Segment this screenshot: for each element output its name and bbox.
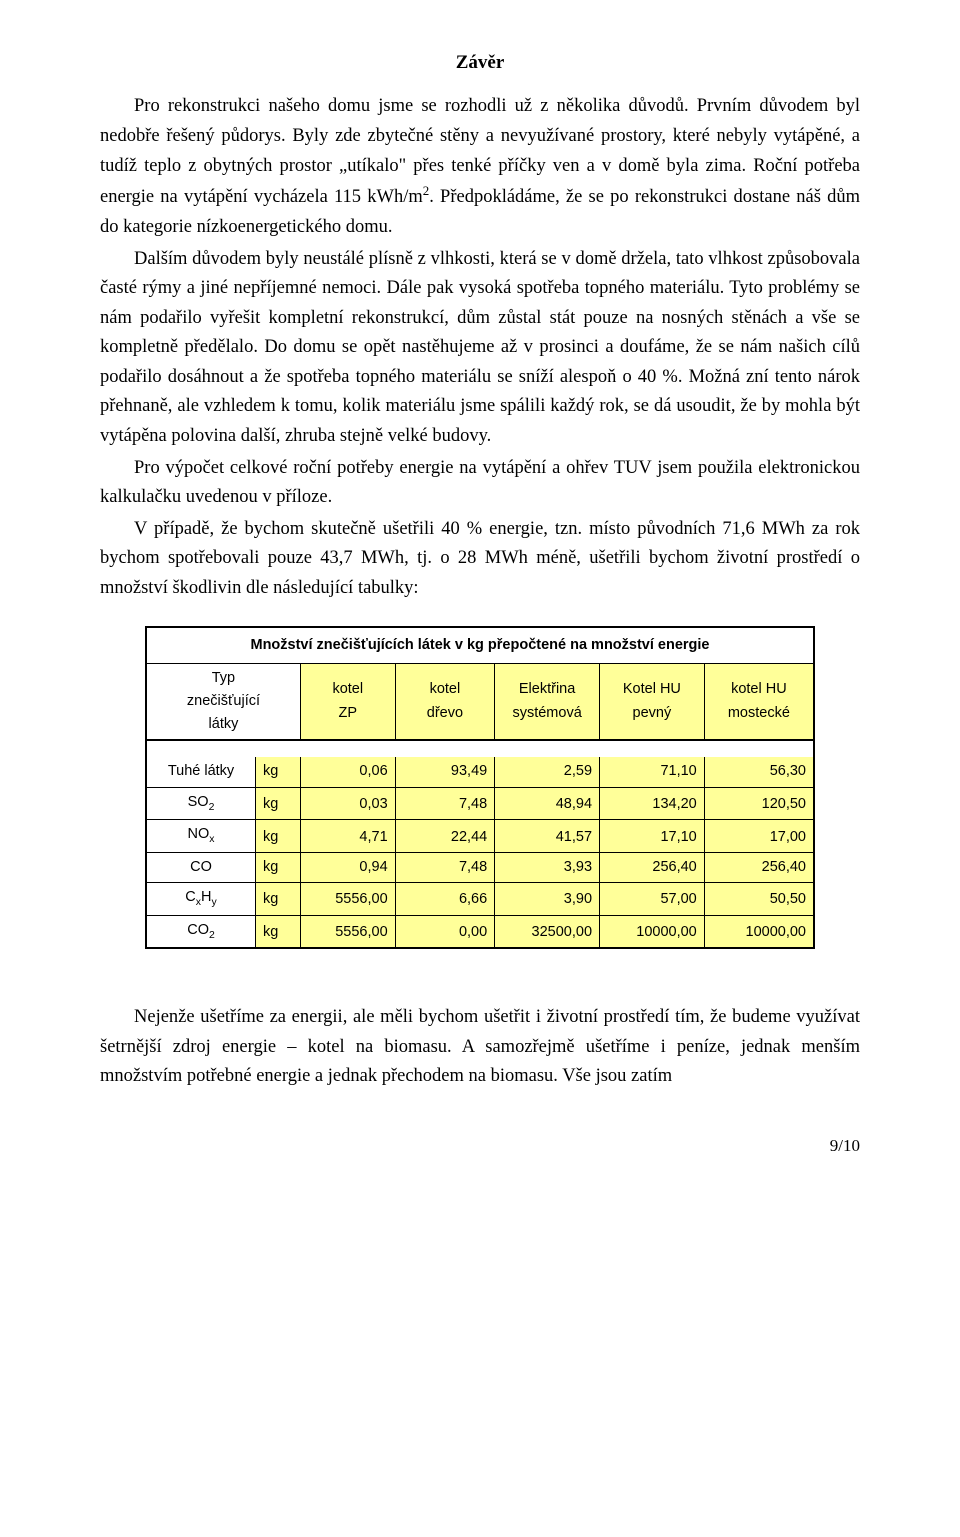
cell: 134,20 (600, 787, 705, 820)
cell: 3,93 (495, 852, 600, 882)
cell: 22,44 (395, 820, 495, 853)
cell: 0,06 (300, 757, 395, 787)
paragraph-2: Dalším důvodem byly neustálé plísně z vl… (100, 245, 860, 452)
row-label: NOx (146, 820, 256, 853)
cell: 0,94 (300, 852, 395, 882)
paragraph-5: Nejenže ušetříme za energii, ale měli by… (100, 1003, 860, 1092)
cell: 7,48 (395, 787, 495, 820)
cell: 57,00 (600, 882, 705, 915)
cell: 0,00 (395, 915, 495, 948)
cell: 120,50 (704, 787, 814, 820)
cell: 17,00 (704, 820, 814, 853)
cell: 256,40 (704, 852, 814, 882)
row-unit: kg (256, 757, 301, 787)
row-unit: kg (256, 852, 301, 882)
cell: 4,71 (300, 820, 395, 853)
row-unit: kg (256, 882, 301, 915)
table-header-col-1: koteldřevo (395, 663, 495, 740)
row-unit: kg (256, 915, 301, 948)
cell: 32500,00 (495, 915, 600, 948)
cell: 2,59 (495, 757, 600, 787)
cell: 7,48 (395, 852, 495, 882)
paragraph-3: Pro výpočet celkové roční potřeby energi… (100, 454, 860, 513)
row-label: CO (146, 852, 256, 882)
page-number: 9/10 (100, 1132, 860, 1159)
cell: 17,10 (600, 820, 705, 853)
row-label: SO2 (146, 787, 256, 820)
cell: 48,94 (495, 787, 600, 820)
cell: 93,49 (395, 757, 495, 787)
emissions-table-container: Množství znečišťujících látek v kg přepo… (145, 626, 815, 949)
cell: 3,90 (495, 882, 600, 915)
row-label: CxHy (146, 882, 256, 915)
cell: 71,10 (600, 757, 705, 787)
paragraph-4: V případě, že bychom skutečně ušetřili 4… (100, 515, 860, 604)
cell: 56,30 (704, 757, 814, 787)
cell: 41,57 (495, 820, 600, 853)
table-header-type: Typznečišťujícílátky (146, 663, 300, 740)
cell: 256,40 (600, 852, 705, 882)
paragraph-1: Pro rekonstrukci našeho domu jsme se roz… (100, 92, 860, 242)
table-row: CO2kg5556,000,0032500,0010000,0010000,00 (146, 915, 814, 948)
cell: 6,66 (395, 882, 495, 915)
table-row: COkg0,947,483,93256,40256,40 (146, 852, 814, 882)
cell: 10000,00 (600, 915, 705, 948)
emissions-table: Množství znečišťujících látek v kg přepo… (145, 626, 815, 949)
table-row: Tuhé látkykg0,0693,492,5971,1056,30 (146, 757, 814, 787)
cell: 5556,00 (300, 882, 395, 915)
table-caption: Množství znečišťujících látek v kg přepo… (146, 627, 814, 664)
table-row: SO2kg0,037,4848,94134,20120,50 (146, 787, 814, 820)
cell: 50,50 (704, 882, 814, 915)
cell: 0,03 (300, 787, 395, 820)
cell: 10000,00 (704, 915, 814, 948)
table-header-col-4: kotel HUmostecké (704, 663, 814, 740)
row-label: Tuhé látky (146, 757, 256, 787)
row-unit: kg (256, 820, 301, 853)
row-unit: kg (256, 787, 301, 820)
section-title: Závěr (100, 48, 860, 78)
table-row: CxHykg5556,006,663,9057,0050,50 (146, 882, 814, 915)
table-header-col-3: Kotel HUpevný (600, 663, 705, 740)
cell: 5556,00 (300, 915, 395, 948)
table-row: NOxkg4,7122,4441,5717,1017,00 (146, 820, 814, 853)
table-header-col-2: Elektřinasystémová (495, 663, 600, 740)
table-header-col-0: kotelZP (300, 663, 395, 740)
row-label: CO2 (146, 915, 256, 948)
